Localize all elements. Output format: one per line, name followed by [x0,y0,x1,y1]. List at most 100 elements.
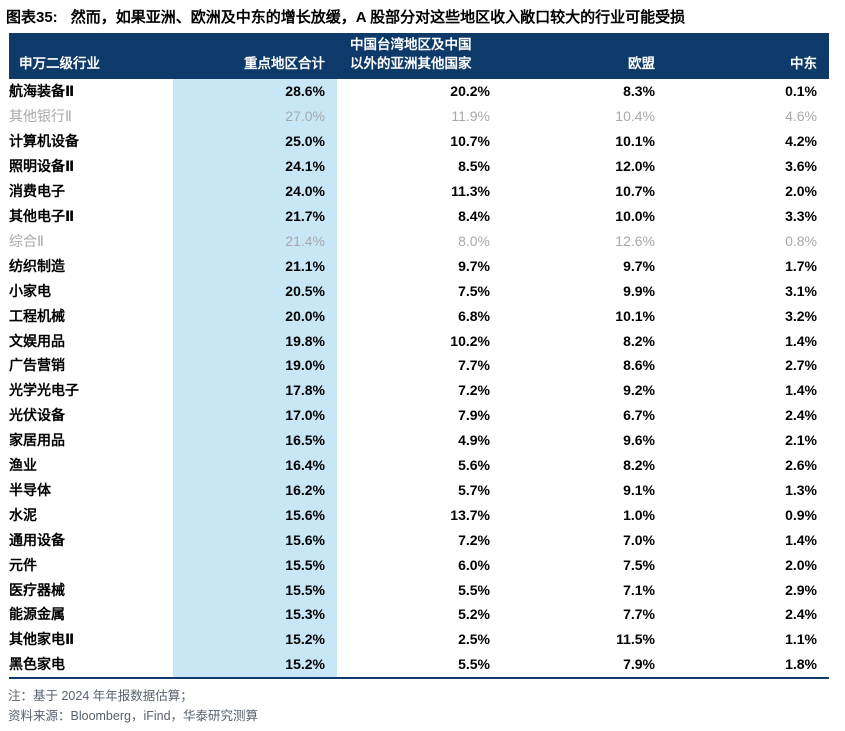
industry-cell: 光学光电子 [9,382,79,399]
exposure-table: 申万二级行业 重点地区合计 中国台湾地区及中国 以外的亚洲其他国家 欧盟 中东 … [9,33,829,679]
table-row: 半导体 16.2% 5.7% 9.1% 1.3% [9,477,829,503]
industry-cell: 其他家电Ⅱ [9,631,75,648]
table-header-row: 申万二级行业 重点地区合计 中国台湾地区及中国 以外的亚洲其他国家 欧盟 中东 [9,33,829,79]
other-asia-cell: 5.7% [458,481,490,498]
header-industry-label: 申万二级行业 [19,56,100,71]
middle-east-cell: 1.4% [785,332,817,349]
other-asia-cell: 11.9% [451,108,490,125]
middle-east-cell: 2.9% [785,581,817,598]
total-cell: 15.6% [173,527,337,553]
industry-cell: 家居用品 [9,432,65,449]
eu-cell: 7.1% [623,581,655,598]
other-asia-cell: 7.2% [458,531,490,548]
total-cell: 15.2% [173,626,337,652]
middle-east-cell: 3.1% [785,282,817,299]
other-asia-cell: 20.2% [450,83,490,100]
eu-cell: 10.7% [615,183,655,200]
total-cell: 21.7% [173,203,337,229]
table-row: 医疗器械 15.5% 5.5% 7.1% 2.9% [9,577,829,603]
eu-cell: 10.4% [615,108,655,125]
footnote-source: 资料来源：Bloomberg，iFind，华泰研究测算 [8,708,259,723]
total-cell: 24.1% [173,153,337,179]
other-asia-cell: 6.0% [458,556,490,573]
total-cell: 28.6% [173,79,337,104]
industry-cell: 文娱用品 [9,332,65,349]
other-asia-cell: 10.2% [450,332,490,349]
eu-cell: 10.1% [615,133,655,150]
industry-cell: 小家电 [9,282,51,299]
industry-cell: 能源金属 [9,606,65,623]
eu-cell: 10.1% [615,307,655,324]
other-asia-cell: 5.5% [458,581,490,598]
middle-east-cell: 2.0% [785,556,817,573]
other-asia-cell: 4.9% [458,432,490,449]
other-asia-cell: 13.7% [450,506,490,523]
other-asia-cell: 10.7% [450,133,490,150]
header-industry: 申万二级行业 [9,33,173,79]
table-row: 文娱用品 19.8% 10.2% 8.2% 1.4% [9,328,829,353]
total-cell: 20.5% [173,278,337,304]
eu-cell: 7.7% [623,606,655,623]
other-asia-cell: 7.5% [458,282,490,299]
industry-cell: 其他银行Ⅱ [9,108,72,125]
middle-east-cell: 2.4% [785,606,817,623]
industry-cell: 半导体 [9,481,51,498]
total-cell: 15.5% [173,577,337,603]
total-cell: 15.6% [173,502,337,528]
figure-caption: 图表35: 然而，如果亚洲、欧洲及中东的增长放缓，A 股部分对这些地区收入敞口较大… [6,8,845,28]
middle-east-cell: 0.1% [785,83,817,100]
table-row: 其他电子Ⅱ 21.7% 8.4% 10.0% 3.3% [9,203,829,229]
industry-cell: 纺织制造 [9,257,65,274]
total-cell: 16.5% [173,427,337,453]
total-cell: 24.0% [173,178,337,204]
total-cell: 16.4% [173,452,337,478]
industry-cell: 工程机械 [9,307,65,324]
middle-east-cell: 4.2% [785,133,817,150]
industry-cell: 航海装备Ⅱ [9,83,75,100]
table-row: 工程机械 20.0% 6.8% 10.1% 3.2% [9,303,829,329]
other-asia-cell: 8.5% [458,158,490,175]
eu-cell: 9.1% [623,481,655,498]
eu-cell: 1.0% [623,506,655,523]
table-row: 黑色家电 15.2% 5.5% 7.9% 1.8% [9,651,829,677]
industry-cell: 渔业 [9,457,37,474]
middle-east-cell: 2.6% [785,457,817,474]
middle-east-cell: 1.4% [785,531,817,548]
industry-cell: 消费电子 [9,183,65,200]
industry-cell: 计算机设备 [9,133,79,150]
figure-number-label: 图表35: [6,9,58,26]
total-cell: 27.0% [173,103,337,129]
eu-cell: 9.7% [623,257,655,274]
header-middle-east: 中东 [667,33,829,79]
table-row: 其他家电Ⅱ 15.2% 2.5% 11.5% 1.1% [9,626,829,652]
other-asia-cell: 5.2% [458,606,490,623]
eu-cell: 7.9% [623,656,655,673]
other-asia-cell: 6.8% [458,307,490,324]
table-row: 综合Ⅱ 21.4% 8.0% 12.6% 0.8% [9,228,829,254]
table-row: 能源金属 15.3% 5.2% 7.7% 2.4% [9,602,829,627]
industry-cell: 医疗器械 [9,581,65,598]
middle-east-cell: 3.6% [785,158,817,175]
total-cell: 17.8% [173,377,337,403]
total-cell: 19.8% [173,328,337,353]
table-row: 广告营销 19.0% 7.7% 8.6% 2.7% [9,352,829,378]
table-row: 其他银行Ⅱ 27.0% 11.9% 10.4% 4.6% [9,103,829,129]
industry-cell: 元件 [9,556,37,573]
eu-cell: 7.5% [623,556,655,573]
industry-cell: 照明设备Ⅱ [9,158,75,175]
table-row: 渔业 16.4% 5.6% 8.2% 2.6% [9,452,829,478]
industry-cell: 光伏设备 [9,407,65,424]
header-other-asia-line2: 以外的亚洲其他国家 [350,56,472,71]
middle-east-cell: 3.2% [785,307,817,324]
other-asia-cell: 9.7% [458,257,490,274]
total-cell: 17.0% [173,402,337,428]
other-asia-cell: 5.6% [458,457,490,474]
middle-east-cell: 2.7% [785,357,817,374]
eu-cell: 7.0% [623,531,655,548]
header-eu: 欧盟 [502,33,667,79]
eu-cell: 12.6% [615,232,655,249]
middle-east-cell: 1.4% [785,382,817,399]
table-row: 通用设备 15.6% 7.2% 7.0% 1.4% [9,527,829,553]
industry-cell: 通用设备 [9,531,65,548]
other-asia-cell: 7.2% [458,382,490,399]
